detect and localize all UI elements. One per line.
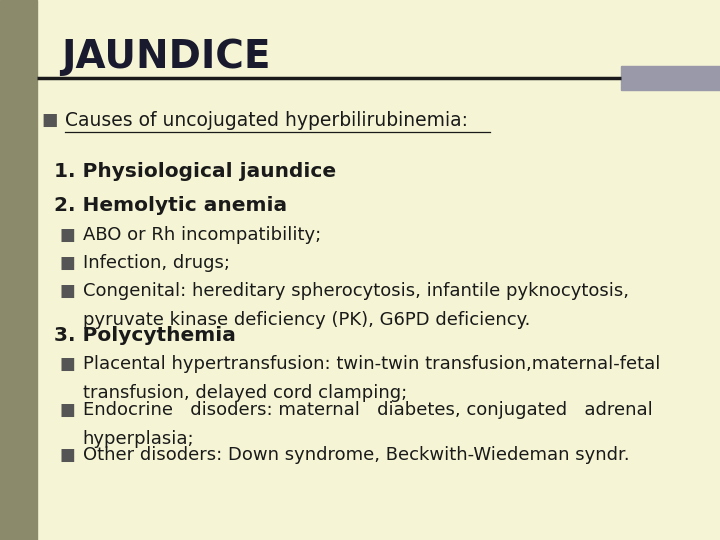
Text: ■: ■: [42, 111, 58, 129]
Text: transfusion, delayed cord clamping;: transfusion, delayed cord clamping;: [83, 384, 407, 402]
Text: Endocrine   disoders: maternal   diabetes, conjugated   adrenal: Endocrine disoders: maternal diabetes, c…: [83, 401, 652, 418]
Bar: [621, 66, 720, 90]
Text: 2. Hemolytic anemia: 2. Hemolytic anemia: [54, 196, 287, 215]
Text: ■: ■: [60, 254, 76, 272]
Text: 3. Polycythemia: 3. Polycythemia: [54, 326, 236, 345]
Text: Placental hypertransfusion: twin-twin transfusion,maternal-fetal: Placental hypertransfusion: twin-twin tr…: [83, 355, 660, 373]
Text: 1. Physiological jaundice: 1. Physiological jaundice: [54, 162, 336, 181]
Text: ■: ■: [60, 401, 76, 418]
Text: ABO or Rh incompatibility;: ABO or Rh incompatibility;: [83, 226, 321, 244]
Text: ■: ■: [60, 446, 76, 463]
Text: ■: ■: [60, 226, 76, 244]
Text: hyperplasia;: hyperplasia;: [83, 430, 194, 448]
Text: ■: ■: [60, 282, 76, 300]
Text: ■: ■: [60, 355, 76, 373]
Text: JAUNDICE: JAUNDICE: [61, 38, 271, 76]
Text: Causes of uncojugated hyperbilirubinemia:: Causes of uncojugated hyperbilirubinemia…: [65, 111, 468, 130]
Text: Congenital: hereditary spherocytosis, infantile pyknocytosis,: Congenital: hereditary spherocytosis, in…: [83, 282, 629, 300]
Bar: [0, 0, 37, 540]
Text: Other disoders: Down syndrome, Beckwith-Wiedeman syndr.: Other disoders: Down syndrome, Beckwith-…: [83, 446, 629, 463]
Text: Infection, drugs;: Infection, drugs;: [83, 254, 230, 272]
Text: pyruvate kinase deficiency (PK), G6PD deficiency.: pyruvate kinase deficiency (PK), G6PD de…: [83, 311, 530, 329]
